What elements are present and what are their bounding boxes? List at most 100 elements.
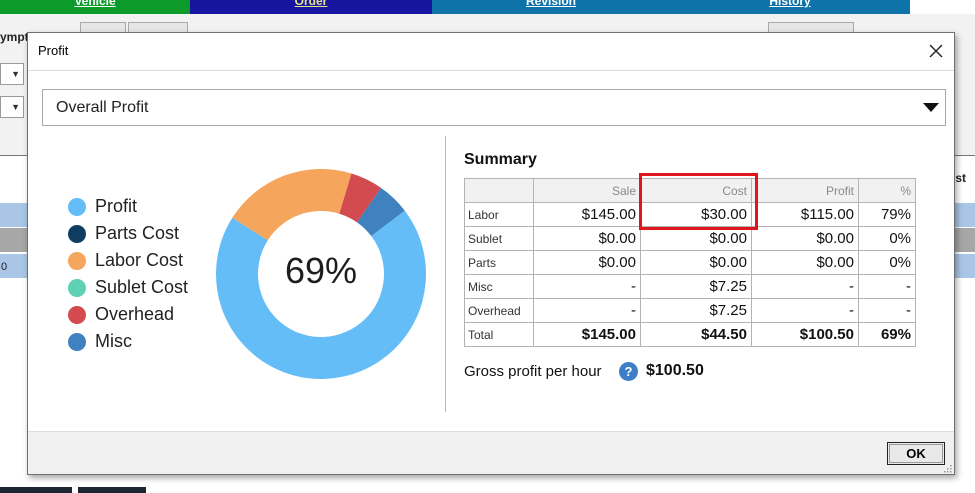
legend-dot	[68, 278, 86, 297]
resize-grip-icon[interactable]	[942, 463, 952, 473]
legend-item: Overhead	[68, 301, 188, 328]
tab-history-label: History	[769, 0, 811, 8]
summary-row-label: Parts	[464, 250, 534, 275]
legend-label: Overhead	[95, 304, 175, 324]
summary-cell-sale: -	[533, 274, 641, 299]
help-icon[interactable]: ?	[619, 362, 638, 381]
dialog-titlebar: Profit	[28, 33, 954, 69]
summary-cell-cost: $7.25	[640, 298, 752, 323]
background-field-label: ympt	[0, 30, 29, 44]
summary-total-row: Total $145.00 $44.50 $100.50 69%	[464, 322, 916, 347]
summary-cell-cost: $7.25	[640, 274, 752, 299]
gross-profit-label: Gross profit per hour	[464, 363, 602, 380]
legend-item: Misc	[68, 328, 188, 355]
summary-cell-profit: $0.00	[751, 226, 859, 251]
summary-cell-percent: -	[858, 298, 916, 323]
background-bottom-button[interactable]	[78, 487, 146, 493]
profit-view-select-value: Overall Profit	[56, 99, 149, 116]
summary-row-label: Sublet	[464, 226, 534, 251]
ok-button[interactable]: OK	[887, 442, 945, 465]
summary-cell-percent: 79%	[858, 202, 916, 227]
legend-item: Sublet Cost	[68, 274, 188, 301]
summary-cell-cost: $0.00	[640, 250, 752, 275]
summary-cell-sale: $145.00	[533, 322, 641, 347]
chevron-down-icon: ▼	[11, 102, 20, 112]
donut-slice-misc	[357, 187, 405, 236]
legend-label: Sublet Cost	[95, 277, 189, 297]
summary-header-cell: Profit	[751, 178, 859, 203]
summary-row-label: Labor	[464, 202, 534, 227]
summary-header-cell	[464, 178, 534, 203]
summary-header-cell: %	[858, 178, 916, 203]
profit-view-select[interactable]: Overall Profit	[42, 89, 946, 126]
summary-cell-cost: $30.00	[640, 202, 752, 227]
profit-dialog: Profit Overall Profit Profit Parts Cost …	[27, 32, 955, 475]
tab-revision-label: Revision	[525, 0, 576, 8]
background-column-header: ist	[952, 171, 967, 185]
legend-label: Profit	[95, 196, 138, 216]
donut-center-percent: 69%	[284, 250, 358, 291]
background-cell: 0	[1, 261, 8, 273]
summary-cell-profit: -	[751, 274, 859, 299]
legend-dot	[68, 197, 86, 216]
profit-donut-chart	[216, 169, 426, 379]
vertical-divider	[445, 136, 446, 412]
donut-slice-overhead	[339, 173, 382, 223]
main-tab-bar: Vehicle Order Revision History	[0, 0, 975, 14]
tab-vehicle-label: Vehicle	[74, 0, 116, 8]
legend-item: Parts Cost	[68, 220, 188, 247]
summary-cell-profit: $0.00	[751, 250, 859, 275]
background-combo-1[interactable]: ▼	[0, 63, 24, 85]
summary-cell-sale: $0.00	[533, 250, 641, 275]
summary-cell-profit: $115.00	[751, 202, 859, 227]
summary-cell-percent: 0%	[858, 226, 916, 251]
tab-order[interactable]: Order	[190, 0, 432, 14]
summary-cell-profit: -	[751, 298, 859, 323]
close-button[interactable]	[924, 39, 948, 63]
donut-slice-labor-cost	[232, 169, 352, 241]
legend-label: Misc	[95, 331, 132, 351]
summary-cell-sale: $0.00	[533, 226, 641, 251]
titlebar-divider	[28, 70, 954, 71]
chevron-down-icon: ▼	[11, 69, 20, 79]
legend-dot	[68, 224, 86, 243]
dialog-footer	[28, 432, 954, 474]
legend-item: Profit	[68, 193, 188, 220]
tab-bar-filler	[910, 0, 975, 14]
summary-row: Parts $0.00 $0.00 $0.00 0%	[464, 250, 916, 275]
summary-cell-percent: 69%	[858, 322, 916, 347]
summary-table: Sale Cost Profit % Labor $145.00 $30.00 …	[464, 178, 916, 347]
legend-dot	[68, 332, 86, 351]
tab-vehicle[interactable]: Vehicle	[0, 0, 190, 14]
summary-title: Summary	[464, 151, 537, 168]
dialog-title: Profit	[38, 43, 69, 58]
summary-cell-cost: $0.00	[640, 226, 752, 251]
summary-cell-percent: -	[858, 274, 916, 299]
legend-dot	[68, 251, 86, 270]
tab-order-label: Order	[294, 0, 328, 8]
summary-row: Labor $145.00 $30.00 $115.00 79%	[464, 202, 916, 227]
tab-revision[interactable]: Revision	[432, 0, 670, 14]
summary-row-label: Misc	[464, 274, 534, 299]
close-icon	[929, 44, 943, 58]
summary-row-label: Overhead	[464, 298, 534, 323]
caret-down-icon	[923, 103, 939, 112]
donut-slice-profit	[216, 210, 426, 379]
summary-cell-cost: $44.50	[640, 322, 752, 347]
background-bottom-button[interactable]	[0, 487, 72, 493]
legend-label: Parts Cost	[95, 223, 180, 243]
legend-dot	[68, 305, 86, 324]
legend-label: Labor Cost	[95, 250, 184, 270]
summary-cell-sale: -	[533, 298, 641, 323]
background-combo-2[interactable]: ▼	[0, 96, 24, 118]
summary-header-row: Sale Cost Profit %	[464, 178, 916, 203]
summary-header-cell: Sale	[533, 178, 641, 203]
summary-cell-profit: $100.50	[751, 322, 859, 347]
summary-header-cell: Cost	[640, 178, 752, 203]
summary-cell-sale: $145.00	[533, 202, 641, 227]
summary-row-label: Total	[464, 322, 534, 347]
summary-row: Overhead - $7.25 - -	[464, 298, 916, 323]
gross-profit-value: $100.50	[646, 362, 704, 379]
tab-history[interactable]: History	[670, 0, 910, 14]
legend-item: Labor Cost	[68, 247, 188, 274]
